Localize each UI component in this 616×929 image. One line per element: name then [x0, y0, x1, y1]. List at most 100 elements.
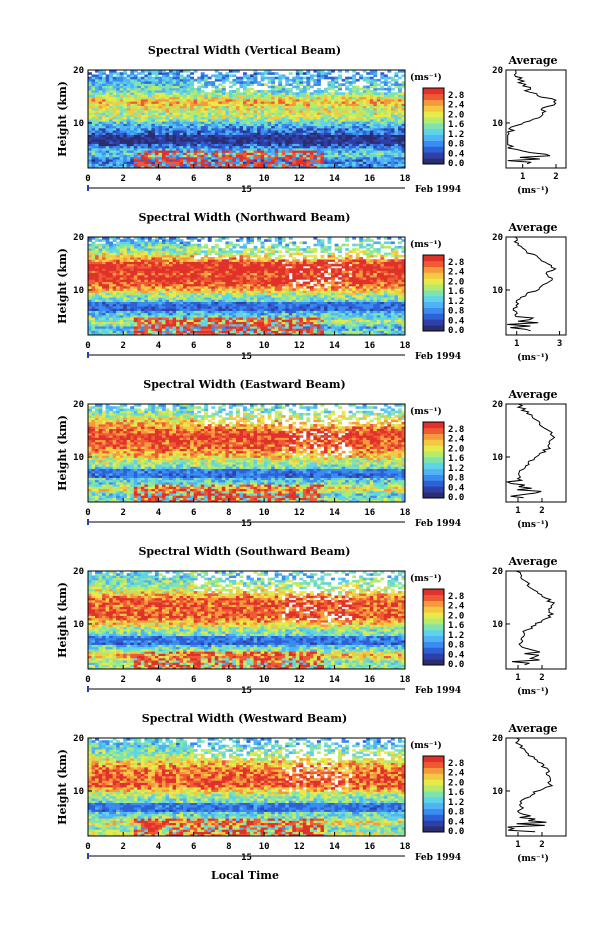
heatmap-cell	[323, 139, 328, 142]
heatmap-cell	[232, 123, 237, 127]
heatmap-cell	[323, 107, 328, 111]
heatmap-cell	[109, 101, 114, 104]
heatmap-cell	[316, 134, 321, 138]
heatmap-cell	[91, 147, 96, 151]
heatmap-cell	[257, 119, 261, 122]
heatmap-cell	[267, 123, 272, 127]
heatmap-cell	[98, 112, 103, 115]
heatmap-cell	[95, 101, 99, 104]
heatmap-cell	[105, 130, 110, 133]
heatmap-cell	[190, 125, 195, 129]
heatmap-cell	[369, 147, 374, 151]
heatmap-cell	[147, 125, 152, 129]
heatmap-cell	[250, 132, 254, 135]
heatmap-cell	[383, 163, 388, 167]
heatmap-cell	[302, 156, 307, 160]
heatmap-cell	[285, 125, 290, 129]
heatmap-cell	[137, 121, 142, 124]
heatmap-cell	[334, 90, 339, 93]
heatmap-cell	[264, 161, 269, 164]
heatmap-cell	[228, 98, 233, 102]
heatmap-cell	[369, 103, 374, 107]
heatmap-cell	[316, 136, 321, 140]
heatmap-cell	[250, 127, 254, 131]
heatmap-cell	[299, 150, 304, 153]
x-tick-label: 6	[191, 174, 196, 184]
heatmap-cell	[161, 125, 166, 129]
heatmap-cell	[112, 112, 117, 115]
heatmap-cell	[327, 92, 332, 95]
heatmap-cell	[228, 147, 233, 151]
heatmap-cell	[197, 107, 202, 111]
heatmap-cell	[383, 143, 388, 147]
heatmap-cell	[228, 145, 233, 149]
heatmap-cell	[102, 147, 107, 151]
heatmap-cell	[183, 105, 188, 109]
heatmap-cell	[105, 125, 110, 129]
heatmap-cell	[274, 119, 279, 122]
heatmap-cell	[112, 147, 117, 151]
heatmap-cell	[91, 159, 96, 162]
heatmap-cell	[309, 143, 314, 147]
heatmap-cell	[98, 101, 103, 104]
heatmap-cell	[225, 114, 230, 118]
heatmap-cell	[123, 163, 128, 167]
heatmap-cell	[193, 165, 198, 169]
heatmap-cell	[306, 147, 311, 151]
heatmap-cell	[250, 110, 254, 113]
heatmap-cell	[380, 92, 385, 95]
heatmap-cell	[109, 139, 114, 142]
heatmap-cell	[355, 85, 360, 89]
heatmap-cell	[204, 123, 209, 127]
heatmap-cell	[221, 110, 226, 113]
heatmap-cell	[373, 101, 378, 104]
heatmap-cell	[366, 119, 371, 122]
heatmap-cell	[169, 132, 173, 135]
heatmap-cell	[341, 92, 346, 95]
heatmap-cell	[88, 156, 92, 160]
heatmap-cell	[362, 103, 367, 107]
heatmap-cell	[394, 112, 399, 115]
heatmap-cell	[147, 143, 152, 147]
heatmap-cell	[176, 101, 180, 104]
heatmap-cell	[281, 143, 286, 147]
heatmap-cell	[98, 123, 103, 127]
heatmap-cell	[116, 112, 121, 115]
heatmap-cell	[341, 147, 346, 151]
heatmap-cell	[278, 103, 283, 107]
heatmap-cell	[116, 156, 121, 160]
heatmap-cell	[186, 132, 191, 135]
heatmap-cell	[109, 165, 114, 169]
heatmap-cell	[373, 159, 378, 162]
heatmap-cell	[98, 134, 103, 138]
heatmap-cell	[394, 136, 399, 140]
heatmap-cell	[165, 147, 170, 151]
heatmap-cell	[88, 141, 92, 144]
heatmap-cell	[383, 139, 388, 142]
heatmap-cell	[186, 96, 191, 100]
heatmap-cell	[88, 136, 92, 140]
heatmap-cell	[137, 114, 142, 118]
heatmap-cell	[274, 143, 279, 147]
heatmap-cell	[102, 150, 107, 153]
heatmap-cell	[257, 127, 261, 131]
heatmap-cell	[264, 134, 269, 138]
heatmap-cell	[327, 141, 332, 144]
heatmap-cell	[165, 139, 170, 142]
heatmap-cell	[253, 107, 258, 111]
heatmap-cell	[285, 114, 290, 118]
heatmap-cell	[387, 101, 392, 104]
heatmap-cell	[292, 141, 297, 144]
heatmap-cell	[232, 96, 237, 100]
heatmap-cell	[306, 112, 311, 115]
heatmap-cell	[211, 116, 216, 120]
heatmap-cell	[316, 103, 321, 107]
heatmap-cell	[267, 116, 272, 120]
heatmap-cell	[228, 105, 233, 109]
heatmap-cell	[376, 159, 381, 162]
heatmap-cell	[179, 105, 184, 109]
heatmap-cell	[186, 156, 191, 160]
heatmap-cell	[211, 107, 216, 111]
heatmap-cell	[341, 112, 346, 115]
heatmap-cell	[158, 105, 163, 109]
